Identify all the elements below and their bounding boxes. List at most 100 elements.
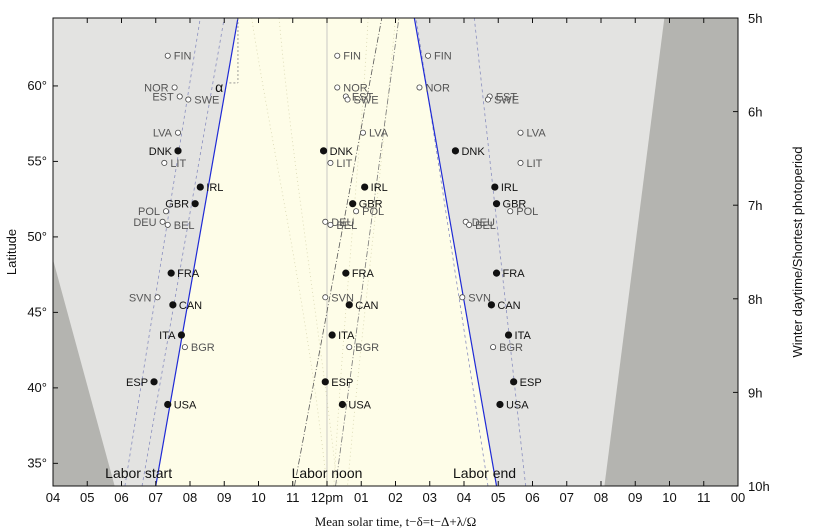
marker-noon-svn xyxy=(322,294,329,301)
right-axis-title: Winter daytime/Shortest photoperiod xyxy=(790,147,805,358)
marker-noon-swe xyxy=(344,96,351,103)
label-end-gbr: GBR xyxy=(503,199,527,211)
x-tick-label: 05 xyxy=(80,490,94,505)
noon-trend-line-2 xyxy=(335,18,400,486)
right-tick-label: 10h xyxy=(748,479,770,494)
marker-end-irl xyxy=(491,183,499,191)
label-end-lit: LIT xyxy=(527,158,543,170)
marker-end-swe xyxy=(484,96,491,103)
marker-start-irl xyxy=(196,183,204,191)
label-noon-est: EST xyxy=(352,92,374,104)
label-end-nor: NOR xyxy=(425,82,450,94)
label-end-can: CAN xyxy=(497,300,520,312)
x-tick-label: 07 xyxy=(149,490,163,505)
label-start-usa: USA xyxy=(174,399,197,411)
label-noon-irl: IRL xyxy=(371,182,388,194)
marker-end-bel xyxy=(466,221,473,228)
label-start-fin: FIN xyxy=(174,51,192,63)
label-start-deu: DEU xyxy=(133,217,156,229)
marker-start-lit xyxy=(161,159,168,166)
label-end-usa: USA xyxy=(506,399,529,411)
workday-band xyxy=(155,18,497,486)
marker-end-can xyxy=(487,301,495,309)
label-end-irl: IRL xyxy=(501,182,518,194)
marker-noon-usa xyxy=(338,400,347,409)
marker-start-swe xyxy=(185,96,192,103)
marker-end-ita xyxy=(504,331,513,339)
label-start-lva: LVA xyxy=(153,128,173,140)
marker-end-fra xyxy=(492,269,501,277)
night-wedge-right xyxy=(604,18,738,486)
marker-noon-deu xyxy=(322,218,329,225)
marker-start-usa xyxy=(164,400,172,409)
x-tick-label: 10 xyxy=(662,490,676,505)
marker-start-can xyxy=(169,301,177,309)
marker-noon-gbr xyxy=(349,200,357,208)
x-tick-label: 04 xyxy=(457,490,471,505)
label-noon-can: CAN xyxy=(355,300,378,312)
label-start-ita: ITA xyxy=(159,330,176,342)
label-start-svn: SVN xyxy=(129,292,152,304)
label-start-pol: POL xyxy=(138,206,160,218)
label-start-swe: SWE xyxy=(194,95,219,107)
marker-noon-bgr xyxy=(346,344,353,351)
marker-start-bgr xyxy=(181,344,188,351)
label-noon-gbr: GBR xyxy=(359,199,383,211)
marker-start-deu xyxy=(159,218,166,225)
marker-end-nor xyxy=(416,84,423,91)
label-start-irl: IRL xyxy=(206,182,223,194)
marker-noon-lva xyxy=(359,129,366,136)
label-start-nor: NOR xyxy=(144,82,169,94)
x-tick-label: 08 xyxy=(183,490,197,505)
marker-start-lva xyxy=(175,129,182,136)
marker-noon-can xyxy=(345,301,353,309)
label-start-bel: BEL xyxy=(174,220,195,232)
label-start-est: EST xyxy=(152,92,174,104)
label-end-esp: ESP xyxy=(520,377,542,389)
label-end-deu: DEU xyxy=(472,217,495,229)
marker-noon-esp xyxy=(321,378,329,386)
marker-noon-pol xyxy=(353,208,360,215)
x-tick-label: 04 xyxy=(46,490,60,505)
marker-end-pol xyxy=(507,208,514,215)
marker-end-fin xyxy=(425,52,432,59)
label-start-dnk: DNK xyxy=(149,146,173,158)
label-end-swe: SWE xyxy=(494,95,519,107)
marker-end-gbr xyxy=(492,200,501,208)
label-start-gbr: GBR xyxy=(165,199,189,211)
marker-start-svn xyxy=(154,294,161,301)
phase-label-noon: Labor noon xyxy=(292,465,363,481)
label-noon-deu: DEU xyxy=(331,217,354,229)
labor-start-boundary xyxy=(155,18,239,486)
x-tick-label: 06 xyxy=(525,490,539,505)
label-start-esp: ESP xyxy=(126,377,148,389)
x-tick-label: 02 xyxy=(388,490,402,505)
label-end-est: EST xyxy=(496,92,518,104)
right-tick-label: 8h xyxy=(748,292,762,307)
y-tick-label: 60° xyxy=(27,78,47,93)
label-end-svn: SVN xyxy=(468,292,491,304)
marker-start-est xyxy=(176,93,183,100)
label-start-bgr: BGR xyxy=(191,342,215,354)
phase-label-end: Labor end xyxy=(453,465,516,481)
label-noon-fin: FIN xyxy=(343,51,361,63)
marker-end-usa xyxy=(496,400,504,409)
right-tick-label: 9h xyxy=(748,385,762,400)
noon-trend-line xyxy=(294,18,383,486)
marker-noon-nor xyxy=(334,84,341,91)
label-end-ita: ITA xyxy=(515,330,532,342)
marker-noon-ita xyxy=(328,331,336,339)
marker-start-fin xyxy=(164,52,171,59)
trend-line xyxy=(415,18,489,486)
y-tick-label: 55° xyxy=(27,153,47,168)
trend-line xyxy=(124,18,201,486)
marker-start-esp xyxy=(150,378,158,386)
marker-noon-fra xyxy=(342,269,350,277)
label-end-dnk: DNK xyxy=(461,146,485,158)
x-tick-label: 12pm xyxy=(311,490,344,505)
x-tick-label: 11 xyxy=(697,490,711,505)
label-noon-ita: ITA xyxy=(338,330,355,342)
trend-line xyxy=(141,18,225,486)
label-noon-lit: LIT xyxy=(336,158,352,170)
